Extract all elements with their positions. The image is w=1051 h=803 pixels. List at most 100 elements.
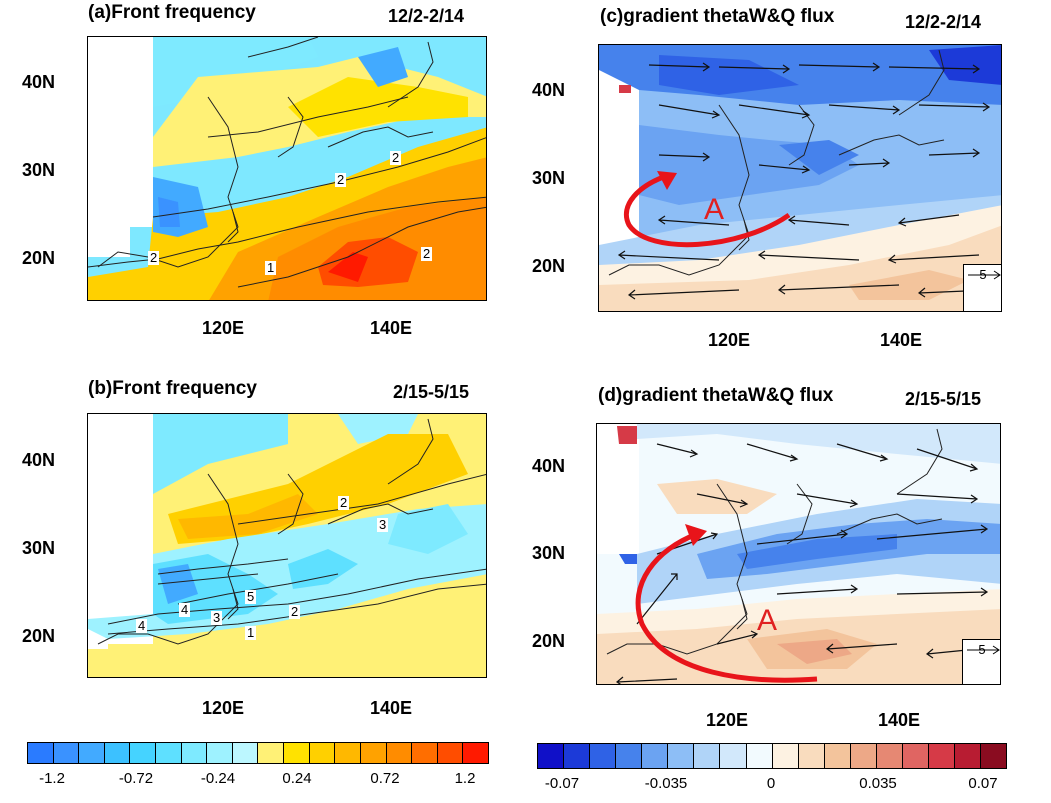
colorbar-swatch	[28, 743, 54, 763]
annotation-a: A	[757, 604, 778, 637]
panel-d-title: (d)gradient thetaW&Q flux	[598, 385, 834, 406]
wind-vector-field	[615, 443, 989, 684]
colorbar-gradient-flux	[537, 743, 1007, 769]
reference-vector-box: 5	[962, 639, 1000, 684]
colorbar-tick-label: 0	[766, 775, 776, 792]
colorbar-front-frequency	[27, 742, 489, 764]
contour-label: 5	[245, 589, 257, 604]
map-panel-a: 2 2 2 1 2	[87, 36, 487, 301]
lat-label: 30N	[532, 168, 566, 188]
colorbar-swatch	[309, 743, 336, 763]
colorbar-swatch	[564, 744, 591, 768]
wind-vector-field	[617, 62, 991, 300]
lat-label: 40N	[22, 450, 56, 470]
colorbar-tick-label: 0.72	[370, 770, 400, 787]
colorbar-tick-label: 0.24	[282, 770, 312, 787]
panel-c-date: 12/2-2/14	[905, 12, 982, 32]
colorbar-swatch	[335, 743, 361, 763]
colorbar-swatch	[694, 744, 721, 768]
lat-label: 40N	[532, 456, 566, 476]
flow-arrow	[623, 172, 791, 248]
colorbar-swatch	[258, 743, 285, 763]
colorbar-swatch	[386, 743, 413, 763]
panel-d-date: 2/15-5/15	[905, 389, 982, 409]
contour-label: 1	[265, 260, 277, 275]
lon-label: 120E	[708, 330, 751, 350]
contour-label: 3	[211, 610, 223, 625]
contour-label: 4	[179, 602, 191, 617]
contour-label: 2	[338, 495, 350, 510]
colorbar-swatch	[130, 743, 157, 763]
colorbar-tick-label: 0.035	[859, 775, 897, 792]
lat-label: 30N	[22, 160, 56, 180]
colorbar-swatch	[798, 744, 825, 768]
colorbar-swatch	[928, 744, 955, 768]
colorbar-swatch	[902, 744, 929, 768]
map-c-field	[599, 45, 1001, 311]
colorbar-swatch	[412, 743, 438, 763]
colorbar-swatch	[156, 743, 182, 763]
contour-label: 2	[148, 250, 160, 265]
colorbar-swatch	[720, 744, 747, 768]
lat-label: 20N	[22, 248, 56, 268]
lat-label: 20N	[532, 631, 566, 651]
colorbar-swatch	[642, 744, 669, 768]
colorbar-tick-label: 0.07	[968, 775, 998, 792]
colorbar-tick-label: -0.035	[644, 775, 688, 792]
colorbar-swatch	[981, 744, 1007, 768]
lat-label: 30N	[22, 538, 56, 558]
panel-b-date: 2/15-5/15	[393, 382, 470, 402]
colorbar-swatch	[772, 744, 799, 768]
lat-label: 30N	[532, 543, 566, 563]
colorbar-swatch	[463, 743, 488, 763]
colorbar-swatch	[360, 743, 387, 763]
colorbar-swatch	[668, 744, 695, 768]
lon-label: 140E	[370, 698, 413, 718]
panel-c-title: (c)gradient thetaW&Q flux	[600, 6, 835, 27]
colorbar-swatch	[104, 743, 131, 763]
contour-label: 3	[377, 517, 389, 532]
map-b-field	[88, 414, 486, 677]
flow-arrow	[635, 531, 818, 683]
reference-vector-arrow	[967, 645, 1000, 655]
colorbar-swatch	[79, 743, 105, 763]
contour-label: 2	[335, 172, 347, 187]
colorbar-swatch	[616, 744, 643, 768]
colorbar-swatch	[590, 744, 617, 768]
colorbar-swatch	[876, 744, 903, 768]
lat-label: 20N	[532, 256, 566, 276]
panel-b-title: (b)Front frequency	[88, 378, 257, 399]
colorbar-swatch	[955, 744, 982, 768]
colorbar-tick-label: 1.2	[454, 770, 476, 787]
annotation-a: A	[704, 193, 725, 226]
colorbar-swatch	[538, 744, 565, 768]
colorbar-tick-label: -0.24	[200, 770, 236, 787]
map-a-field	[88, 37, 486, 300]
lon-label: 120E	[202, 698, 245, 718]
colorbar-swatch	[437, 743, 464, 763]
reference-vector-arrow	[968, 270, 1001, 280]
contour-label: 2	[390, 150, 402, 165]
lat-label: 40N	[22, 72, 56, 92]
map-panel-b: 2 3 5 2 4 4 3 1	[87, 413, 487, 678]
colorbar-swatch	[207, 743, 233, 763]
lon-label: 140E	[370, 318, 413, 338]
contour-label: 2	[289, 604, 301, 619]
colorbar-swatch	[824, 744, 851, 768]
contour-label: 4	[136, 618, 148, 633]
map-panel-d: A 5	[596, 423, 1001, 685]
colorbar-swatch	[181, 743, 208, 763]
lon-label: 120E	[202, 318, 245, 338]
lon-label: 140E	[880, 330, 923, 350]
map-panel-c: A 5	[598, 44, 1002, 312]
colorbar-tick-label: -1.2	[39, 770, 65, 787]
panel-a-date: 12/2-2/14	[388, 6, 465, 26]
colorbar-swatch	[746, 744, 773, 768]
colorbar-swatch	[232, 743, 259, 763]
contour-label: 1	[245, 625, 257, 640]
colorbar-tick-label: -0.07	[544, 775, 580, 792]
colorbar-swatch	[53, 743, 80, 763]
lat-label: 20N	[22, 626, 56, 646]
lon-label: 120E	[706, 710, 749, 730]
reference-vector-box: 5	[963, 264, 1001, 311]
